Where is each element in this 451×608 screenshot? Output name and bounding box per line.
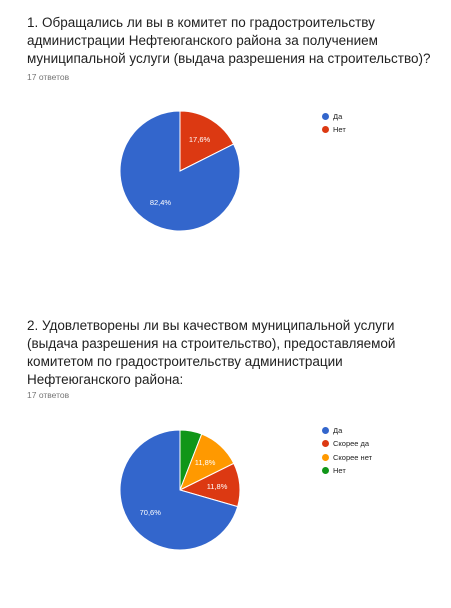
slice-label: 17,6% bbox=[189, 135, 211, 144]
legend-item-да[interactable]: Да bbox=[322, 424, 372, 436]
legend-item-нет[interactable]: Нет bbox=[322, 124, 346, 136]
pie-chart: 11,8% 11,8% 70,6% bbox=[119, 429, 241, 551]
title-line: Нефтеюганского района: bbox=[27, 372, 184, 387]
legend-label: Нет bbox=[333, 466, 346, 475]
legend-color-dot bbox=[322, 453, 329, 461]
response-count: 17 ответов bbox=[27, 72, 70, 82]
title-line: (выдача разрешения на строительство), пр… bbox=[27, 336, 396, 351]
legend-item-да[interactable]: Да bbox=[322, 110, 346, 122]
chart-legend: Да Нет bbox=[322, 110, 346, 137]
legend-label: Да bbox=[333, 425, 343, 435]
legend-item-скорее-да[interactable]: Скорее да bbox=[322, 438, 372, 450]
title-line: комитетом по градостроительству админист… bbox=[27, 354, 343, 369]
slice-label: 11,8% bbox=[195, 458, 216, 467]
legend-label: Нет bbox=[333, 125, 346, 134]
legend-item-скорее-нет[interactable]: Скорее нет bbox=[322, 451, 372, 463]
title-line: муниципальной услуги (выдача разрешения … bbox=[27, 51, 431, 66]
slice-label: 11,8% bbox=[207, 482, 228, 491]
question-title: 2. Удовлетворены ли вы качеством муницип… bbox=[27, 317, 445, 389]
title-line: 2. Удовлетворены ли вы качеством муницип… bbox=[27, 318, 395, 333]
response-count: 17 ответов bbox=[27, 390, 70, 400]
legend-label: Да bbox=[333, 111, 343, 121]
question-2: 2. Удовлетворены ли вы качеством муницип… bbox=[0, 300, 451, 608]
pie-slice-да[interactable] bbox=[119, 429, 239, 551]
question-title: 1. Обращались ли вы в комитет по градост… bbox=[27, 14, 445, 68]
title-line: 1. Обращались ли вы в комитет по градост… bbox=[27, 15, 375, 30]
slice-label: 70,6% bbox=[140, 508, 162, 517]
title-line: администрации Нефтеюганского района за п… bbox=[27, 33, 378, 48]
legend-color-dot bbox=[322, 112, 329, 120]
legend-label: Скорее нет bbox=[333, 452, 373, 462]
legend-item-нет[interactable]: Нет bbox=[322, 465, 372, 477]
pie-slice-нет[interactable] bbox=[179, 110, 235, 172]
legend-color-dot bbox=[322, 440, 329, 447]
pie-chart: 17,6% 82,4% bbox=[119, 110, 241, 232]
chart-legend: Да Скорее да Скорее нет Нет bbox=[322, 424, 372, 478]
legend-label: Скорее да bbox=[333, 439, 370, 448]
question-1: 1. Обращались ли вы в комитет по градост… bbox=[0, 0, 451, 300]
legend-color-dot bbox=[322, 126, 329, 133]
legend-color-dot bbox=[322, 426, 329, 434]
pie-slice-да[interactable] bbox=[119, 110, 241, 232]
slice-label: 82,4% bbox=[150, 198, 172, 207]
legend-color-dot bbox=[322, 467, 329, 474]
